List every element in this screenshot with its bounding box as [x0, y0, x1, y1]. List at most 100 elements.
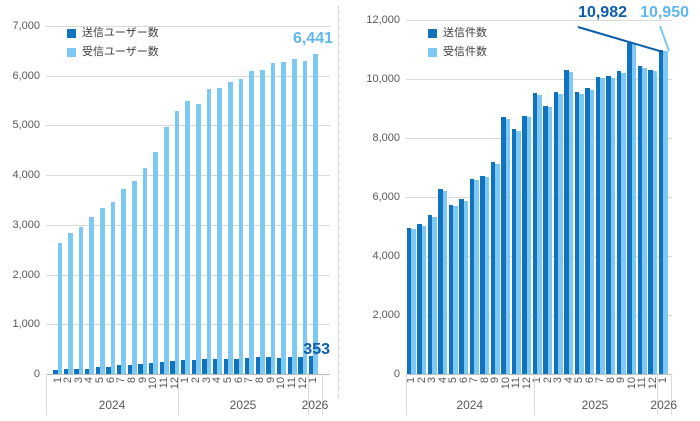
bar-received [174, 111, 180, 374]
bar-received [516, 130, 521, 374]
legend-label: 受信件数 [443, 46, 487, 58]
year-group-separator [406, 374, 407, 415]
y-axis-tick-label: 6,000 [372, 191, 400, 203]
bar-sent [244, 358, 250, 374]
bar-sent [438, 189, 443, 374]
bar-sent [585, 88, 590, 374]
bar-received [474, 180, 479, 374]
y-axis-tick-label: 10,000 [366, 73, 400, 85]
bar-sent [266, 357, 271, 374]
y-axis-tick-label: 8,000 [372, 132, 400, 144]
bar-received [589, 89, 594, 374]
bar-sent [223, 359, 229, 374]
year-label: 2024 [98, 398, 126, 412]
legend-label: 受信ユーザー数 [82, 46, 159, 58]
bar-received [642, 67, 647, 374]
y-axis-tick-label: 4,000 [12, 169, 40, 182]
legend-swatch-sent [428, 28, 437, 38]
bar-received [270, 62, 276, 374]
bar-received [652, 71, 657, 374]
bar-sent [148, 362, 154, 374]
bar-received [206, 88, 212, 374]
bar-sent [276, 358, 282, 374]
legend-swatch-received [428, 47, 437, 57]
y-axis-tick-label: 0 [33, 368, 40, 380]
year-label: 2024 [456, 398, 484, 412]
bar-sent [74, 368, 79, 374]
bar-received [260, 70, 265, 374]
bar-sent [202, 359, 207, 374]
bar-received [57, 243, 62, 374]
bar-received [600, 78, 605, 374]
bar-received [453, 206, 458, 374]
y-axis-tick-label: 0 [393, 368, 400, 380]
year-group-separator [46, 374, 47, 415]
bar-received [217, 87, 222, 374]
gridline [406, 79, 672, 80]
bar-sent [106, 366, 111, 374]
bar-received [281, 62, 286, 374]
bar-received [442, 190, 447, 374]
annotation-sent-count-last: 10,982 [578, 4, 627, 21]
bar-sent [448, 204, 453, 374]
bar-received [68, 233, 73, 374]
y-axis-tick-label: 2,000 [12, 268, 40, 281]
x-axis-line [406, 374, 672, 375]
legend-swatch-received [67, 47, 76, 57]
bar-sent [138, 364, 143, 374]
bar-sent [180, 360, 186, 374]
bar-received [568, 71, 573, 374]
legend-swatch-sent [67, 28, 76, 38]
chart-divider-dotted-line [338, 6, 339, 398]
annotation-sent-users-last: 353 [303, 341, 330, 358]
legend-item: 送信ユーザー数 [67, 27, 159, 39]
year-group-separator [656, 374, 658, 415]
bar-sent [648, 69, 653, 374]
bar-sent [532, 93, 537, 374]
bar-sent [574, 92, 579, 374]
year-group-separator [533, 374, 535, 415]
bar-sent [84, 368, 90, 374]
bar-received [164, 126, 169, 374]
bar-received [132, 181, 137, 374]
bar-sent [616, 71, 621, 374]
bar-received [526, 117, 531, 374]
legend-item: 送信件数 [428, 27, 487, 39]
bar-received [484, 177, 489, 374]
bar-sent [417, 224, 422, 374]
annotation-received-users-last: 6,441 [292, 30, 333, 47]
y-axis-tick-label: 5,000 [12, 119, 40, 132]
legend-label: 送信ユーザー数 [82, 27, 159, 39]
bar-sent [658, 50, 663, 374]
bar-sent [170, 360, 175, 374]
bar-sent [480, 175, 485, 374]
year-group-separator [308, 374, 309, 415]
bar-received [411, 229, 416, 374]
bar-received [196, 103, 201, 374]
y-axis-tick-label: 2,000 [372, 309, 400, 321]
bar-received [89, 216, 94, 374]
bar-received [421, 225, 426, 374]
bar-sent [255, 357, 261, 374]
bar-sent [159, 362, 165, 374]
bar-received [302, 60, 308, 374]
y-axis-tick-label: 1,000 [12, 318, 40, 331]
bar-received [100, 208, 105, 374]
bar-sent [469, 179, 474, 374]
bar-received [579, 93, 584, 374]
bar-sent [627, 42, 632, 374]
bar-sent [522, 115, 527, 374]
bar-sent [116, 365, 122, 374]
gridline [406, 20, 672, 21]
bar-received [313, 53, 318, 374]
year-group-separator [671, 374, 672, 415]
bar-sent [308, 356, 314, 374]
y-axis-tick-label: 6,000 [12, 69, 40, 82]
bar-received [153, 151, 158, 374]
bar-received [463, 200, 468, 374]
bar-sent [234, 358, 239, 374]
bar-sent [595, 76, 600, 374]
y-axis-tick-label: 7,000 [12, 20, 40, 32]
